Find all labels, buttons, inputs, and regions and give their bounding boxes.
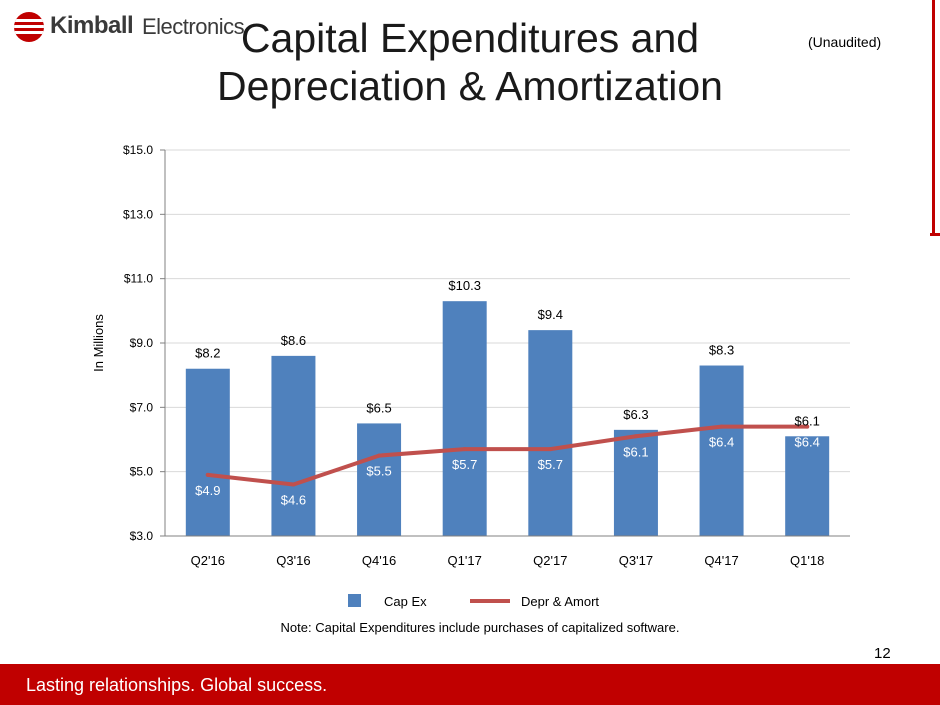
depr-amort-point — [291, 482, 296, 487]
legend-capex-swatch — [348, 594, 361, 607]
corner-accent-horizontal — [930, 233, 940, 236]
capex-bar — [699, 365, 744, 536]
logo-suffix-text: Electronics — [142, 14, 245, 39]
capex-bar — [528, 330, 573, 536]
x-tick-label: Q3'17 — [619, 553, 653, 568]
depr-amort-data-label: $6.4 — [795, 435, 820, 450]
logo-brand-text: Kimball — [50, 12, 134, 39]
depr-amort-data-label: $4.6 — [281, 493, 306, 508]
capex-data-label: $8.3 — [709, 343, 734, 358]
axes: $3.0 $5.0 $7.0 $9.0 $11.0 $13.0 $15.0 Q2'16 Q3'1… — [123, 143, 850, 568]
depr-amort-point — [633, 434, 638, 439]
x-tick-label: Q2'16 — [191, 553, 225, 568]
capex-data-label: $10.3 — [448, 278, 481, 293]
x-tick-label: Q4'16 — [362, 553, 396, 568]
legend-capex-label: Cap Ex — [384, 594, 427, 609]
legend-depr-label: Depr & Amort — [521, 594, 599, 609]
y-axis-title: In Millions — [91, 314, 106, 372]
kimball-electronics-logo: Kimball Electronics — [14, 10, 245, 42]
data-labels: $8.2 $8.6 $6.5 $10.3 $9.4 $6.3 $8.3 $6.1 $4.9 $4.… — [195, 278, 820, 507]
footer-bar: Lasting relationships. Global success. — [0, 664, 940, 705]
depr-amort-data-label: $5.5 — [366, 464, 391, 479]
title-line-2: Depreciation & Amortization — [217, 63, 723, 109]
capex-bars — [185, 301, 830, 536]
depr-amort-data-label: $5.7 — [538, 457, 563, 472]
depr-amort-polyline — [205, 424, 810, 487]
y-tick-label: $7.0 — [130, 400, 154, 414]
x-tick-label: Q1'17 — [448, 553, 482, 568]
capex-data-label: $6.1 — [795, 413, 820, 428]
page-title: Capital Expenditures and Depreciation & … — [180, 14, 760, 110]
capex-bar — [613, 429, 658, 536]
x-tick-label: Q4'17 — [704, 553, 738, 568]
capex-data-label: $6.3 — [623, 407, 648, 422]
depr-amort-point — [548, 447, 553, 452]
capex-bar — [271, 355, 316, 536]
corner-accent-vertical — [932, 0, 935, 236]
capex-bar — [357, 423, 402, 536]
page-number: 12 — [874, 645, 891, 662]
depr-amort-data-label: $4.9 — [195, 483, 220, 498]
depr-amort-point — [377, 453, 382, 458]
capex-bar — [442, 301, 487, 536]
capex-data-label: $8.2 — [195, 346, 220, 361]
chart-legend: Cap Ex Depr & Amort — [348, 594, 599, 609]
capex-depreciation-chart: $3.0 $5.0 $7.0 $9.0 $11.0 $13.0 $15.0 Q2'16 Q3'1… — [91, 143, 850, 635]
y-tick-label: $3.0 — [130, 529, 154, 543]
y-tick-label: $15.0 — [123, 143, 153, 157]
y-tick-label: $11.0 — [124, 272, 153, 286]
capex-bar — [185, 368, 230, 536]
x-tick-label: Q2'17 — [533, 553, 567, 568]
capex-data-label: $8.6 — [281, 333, 306, 348]
y-tick-label: $9.0 — [130, 336, 154, 350]
footer-tagline: Lasting relationships. Global success. — [26, 675, 328, 695]
x-tick-label: Q1'18 — [790, 553, 824, 568]
capex-bar — [785, 436, 830, 536]
x-tick-label: Q3'16 — [276, 553, 310, 568]
logo-emblem-icon — [14, 12, 44, 42]
depr-amort-data-label: $6.1 — [623, 444, 648, 459]
y-tick-label: $13.0 — [123, 207, 153, 221]
title-line-1: Capital Expenditures and — [240, 15, 700, 61]
y-tick-label: $5.0 — [130, 465, 154, 479]
gridlines — [165, 149, 850, 473]
capex-data-label: $6.5 — [366, 400, 391, 415]
depr-amort-point — [462, 447, 467, 452]
depr-amort-point — [805, 424, 810, 429]
depr-amort-data-label: $6.4 — [709, 435, 734, 450]
unaudited-label: (Unaudited) — [808, 34, 882, 50]
capex-data-label: $9.4 — [538, 307, 563, 322]
depr-amort-line — [205, 424, 810, 487]
depr-amort-point — [719, 424, 724, 429]
chart-note: Note: Capital Expenditures include purch… — [281, 620, 680, 635]
depr-amort-point — [205, 472, 210, 477]
depr-amort-data-label: $5.7 — [452, 457, 477, 472]
